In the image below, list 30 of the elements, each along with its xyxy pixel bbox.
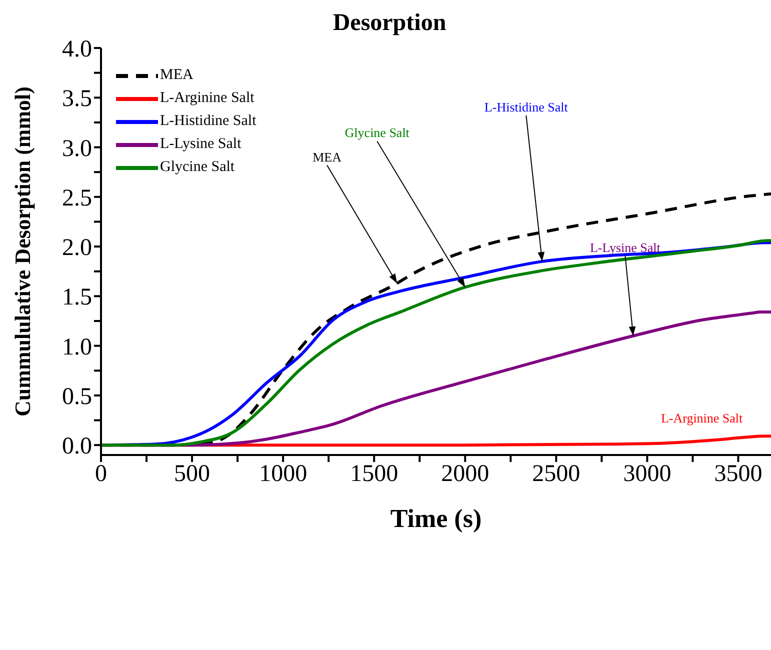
y-tick-label: 0.5 — [62, 384, 92, 410]
y-tick-label: 4.0 — [62, 36, 92, 63]
y-tick-label: 2.0 — [62, 235, 92, 262]
y-axis-title: Cummululative Desorption (mmol) — [10, 86, 35, 416]
x-tick-label: 2500 — [532, 461, 580, 488]
x-axis-title: Time (s) — [390, 504, 482, 533]
chart-title: Desorption — [332, 10, 448, 37]
legend-label: Glycine Salt — [160, 158, 235, 177]
annotation: MEA — [312, 149, 342, 164]
x-tick-label: 1000 — [259, 461, 308, 488]
y-tick-label: 1.5 — [62, 284, 92, 311]
annotation: L-Histidine Salt — [484, 99, 568, 114]
y-tick-label: 1.0 — [62, 334, 92, 360]
annotation: L-Arginine Salt — [660, 410, 744, 426]
legend-label: L-Arginine Salt — [160, 89, 254, 108]
legend-label: MEA — [160, 66, 194, 85]
annotation: L-Lysine Salt — [590, 240, 661, 255]
legend-label: L-Histidine Salt — [160, 112, 256, 131]
x-tick-label: 2000 — [441, 461, 490, 488]
x-tick-label: 1500 — [350, 461, 398, 488]
annotation: Glycine Salt — [344, 125, 410, 140]
x-tick-label: 0 — [95, 461, 107, 488]
y-tick-label: 3.5 — [62, 86, 92, 112]
x-tick-label: 3000 — [623, 461, 672, 488]
y-tick-label: 0.0 — [62, 434, 92, 460]
y-tick-label: 3.0 — [62, 136, 92, 162]
y-tick-label: 2.5 — [62, 185, 92, 212]
x-tick-label: 500 — [174, 461, 210, 488]
x-tick-label: 3500 — [714, 461, 762, 488]
legend-label: L-Lysine Salt — [160, 135, 242, 154]
